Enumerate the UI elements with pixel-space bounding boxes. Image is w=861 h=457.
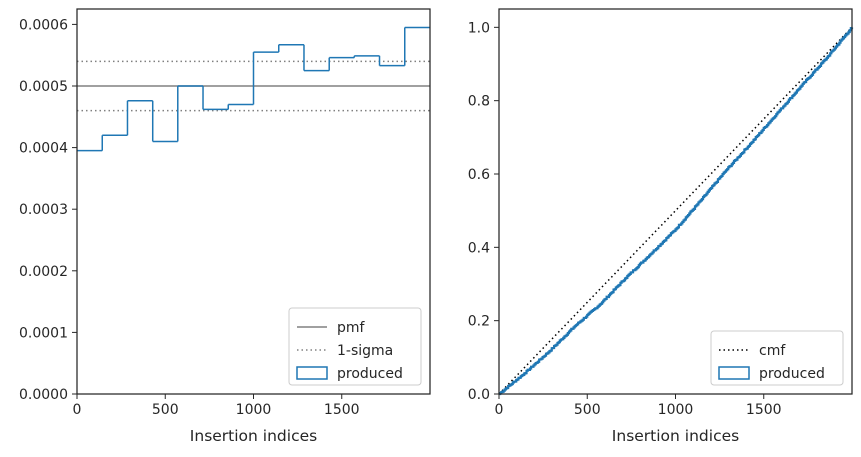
- produced-histogram: [77, 27, 430, 150]
- y-tick-label: 0.0004: [19, 141, 68, 157]
- y-tick-label: 0.4: [468, 240, 490, 256]
- legend-label-produced: produced: [759, 366, 825, 382]
- right-chart-cmf: 0 500 1000 1500 0.0 0.2 0.4 0.6 0.8 1.0 Insertion …: [468, 9, 852, 445]
- y-tick-label: 0.6: [468, 167, 490, 183]
- x-tick-label: 1500: [746, 402, 782, 418]
- legend-label-1-sigma: 1-sigma: [337, 343, 393, 359]
- y-tick-label: 0.8: [468, 94, 490, 110]
- left-chart-pmf: 0 500 1000 1500 0.0000 0.0001 0.0002 0.0003 0.00…: [19, 9, 430, 445]
- y-tick-label: 0.0003: [19, 202, 68, 218]
- legend-label-produced: produced: [337, 366, 403, 382]
- legend: cmf produced: [711, 331, 843, 385]
- y-tick-label: 0.2: [468, 314, 490, 330]
- x-tick-label: 1000: [236, 402, 272, 418]
- x-tick-label: 0: [495, 402, 504, 418]
- legend: pmf 1-sigma produced: [289, 308, 421, 385]
- x-tick-label: 1000: [658, 402, 694, 418]
- x-tick-label: 1500: [324, 402, 360, 418]
- y-tick-label: 0.0005: [19, 79, 68, 95]
- y-tick-label: 0.0006: [19, 17, 68, 33]
- y-tick-label: 0.0: [468, 387, 490, 403]
- x-tick-label: 500: [152, 402, 179, 418]
- y-tick-label: 0.0000: [19, 387, 68, 403]
- x-axis-label: Insertion indices: [612, 427, 739, 445]
- y-tick-label: 0.0001: [19, 325, 68, 341]
- y-tick-label: 1.0: [468, 20, 490, 36]
- x-axis-label: Insertion indices: [190, 427, 317, 445]
- legend-label-cmf: cmf: [759, 343, 786, 359]
- y-tick-label: 0.0002: [19, 264, 68, 280]
- x-tick-label: 0: [73, 402, 82, 418]
- x-tick-label: 500: [574, 402, 601, 418]
- legend-label-pmf: pmf: [337, 320, 366, 336]
